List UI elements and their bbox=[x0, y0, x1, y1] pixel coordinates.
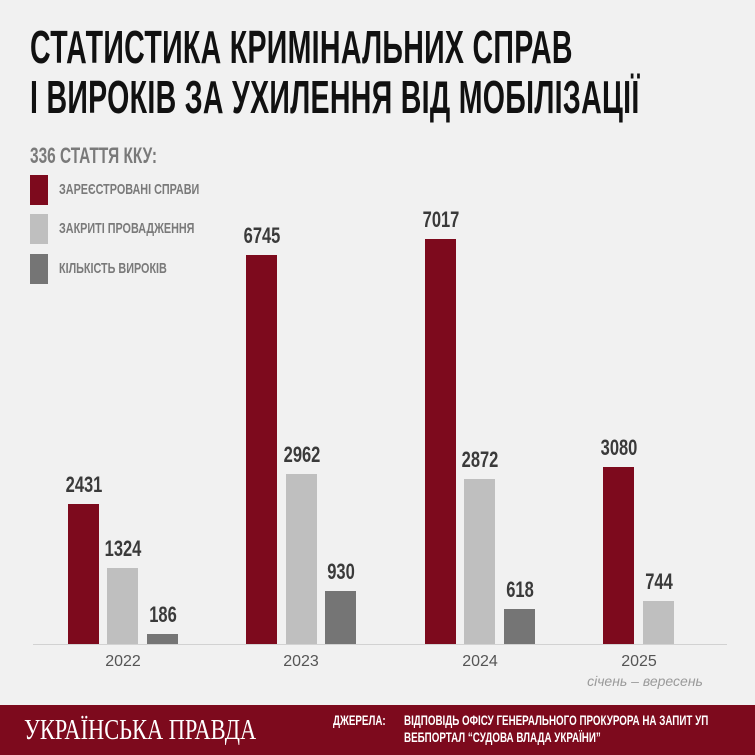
bar-2022-verdicts bbox=[147, 634, 178, 644]
x-tick-2025-note: січень – вересень bbox=[587, 673, 703, 689]
value-label: 186 bbox=[149, 602, 177, 627]
brand-logo: УКРАЇНСЬКА ПРАВДА bbox=[24, 715, 257, 746]
legend-label: ЗАКРИТІ ПРОВАДЖЕННЯ bbox=[59, 220, 195, 237]
x-tick-2022: 2022 bbox=[105, 653, 141, 670]
source-1: ВІДПОВІДЬ ОФІСУ ГЕНЕРАЛЬНОГО ПРОКУРОРА Н… bbox=[404, 712, 709, 728]
source-2: ВЕБПОРТАЛ “СУДОВА ВЛАДА УКРАЇНИ” bbox=[404, 729, 601, 745]
value-label: 2962 bbox=[283, 442, 321, 467]
x-tick-2025: 2025 bbox=[621, 653, 657, 670]
title-line-1: СТАТИСТИКА КРИМІНАЛЬНИХ СПРАВ bbox=[30, 21, 573, 73]
legend-label: КІЛЬКІСТЬ ВИРОКІВ bbox=[59, 260, 167, 277]
value-label: 7017 bbox=[422, 207, 460, 232]
value-label: 6745 bbox=[243, 223, 281, 248]
value-label: 2431 bbox=[65, 472, 103, 497]
value-label: 930 bbox=[327, 559, 355, 584]
x-tick-2023: 2023 bbox=[283, 653, 319, 670]
bar-2022-closed bbox=[107, 568, 138, 644]
legend-swatch-closed bbox=[30, 214, 48, 244]
bar-2022-registered bbox=[68, 504, 99, 644]
legend-swatch-verdicts bbox=[30, 254, 48, 284]
value-label: 744 bbox=[645, 569, 673, 594]
sources-label: ДЖЕРЕЛА: bbox=[333, 712, 386, 728]
title-line-2: І ВИРОКІВ ЗА УХИЛЕННЯ ВІД МОБІЛІЗАЦІЇ bbox=[30, 71, 640, 123]
bar-2023-registered bbox=[246, 255, 277, 644]
legend-title: 336 СТАТТЯ ККУ: bbox=[30, 143, 157, 168]
bar-2024-closed bbox=[464, 479, 495, 644]
x-axis-line bbox=[33, 644, 727, 645]
legend-label: ЗАРЕЄСТРОВАНІ СПРАВИ bbox=[59, 181, 200, 198]
value-label: 2872 bbox=[461, 447, 499, 472]
value-label: 618 bbox=[506, 577, 534, 602]
bar-2025-registered bbox=[603, 467, 634, 644]
value-label: 1324 bbox=[104, 536, 142, 561]
footer-bar: УКРАЇНСЬКА ПРАВДА ДЖЕРЕЛА: ВІДПОВІДЬ ОФІ… bbox=[0, 705, 755, 755]
bar-2024-registered bbox=[425, 239, 456, 644]
value-label: 3080 bbox=[600, 435, 638, 460]
x-tick-2024: 2024 bbox=[462, 653, 498, 670]
bar-2023-verdicts bbox=[325, 591, 356, 644]
bar-2023-closed bbox=[286, 474, 317, 644]
chart-title: СТАТИСТИКА КРИМІНАЛЬНИХ СПРАВ І ВИРОКІВ … bbox=[30, 22, 640, 122]
bar-2024-verdicts bbox=[504, 609, 535, 644]
bar-2025-closed bbox=[643, 601, 674, 644]
legend-swatch-registered bbox=[30, 175, 48, 205]
